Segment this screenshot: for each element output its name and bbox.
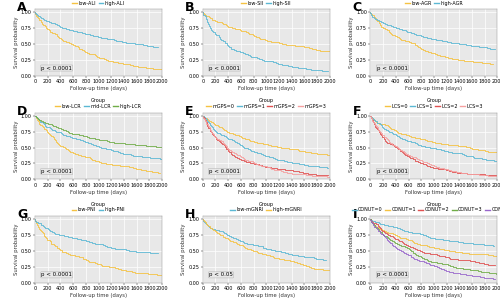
Text: H: H — [185, 208, 196, 221]
Legend: mGPS=0, mGPS=1, mGPS=2, mGPS=3: mGPS=0, mGPS=1, mGPS=2, mGPS=3 — [206, 98, 327, 109]
Text: I: I — [352, 208, 357, 221]
Y-axis label: Survival probability: Survival probability — [14, 224, 18, 275]
Text: A: A — [17, 1, 27, 14]
X-axis label: Follow-up time (days): Follow-up time (days) — [406, 86, 462, 92]
X-axis label: Follow-up time (days): Follow-up time (days) — [70, 293, 127, 298]
Legend: low-SII, high-SII: low-SII, high-SII — [241, 0, 292, 6]
Text: E: E — [185, 105, 194, 118]
Text: D: D — [17, 105, 28, 118]
Text: p < 0.0001: p < 0.0001 — [209, 66, 240, 71]
Text: p < 0.0001: p < 0.0001 — [42, 66, 72, 71]
Legend: low-PNI, high-PNI: low-PNI, high-PNI — [71, 202, 126, 213]
X-axis label: Follow-up time (days): Follow-up time (days) — [406, 190, 462, 195]
Legend: low-LCR, mid-LCR, high-LCR: low-LCR, mid-LCR, high-LCR — [55, 98, 142, 109]
Text: p < 0.0001: p < 0.0001 — [377, 169, 408, 174]
X-axis label: Follow-up time (days): Follow-up time (days) — [238, 190, 295, 195]
Text: p < 0.0001: p < 0.0001 — [42, 169, 72, 174]
Text: p < 0.0001: p < 0.0001 — [42, 272, 72, 277]
Text: p < 0.0001: p < 0.0001 — [377, 272, 408, 277]
Text: B: B — [185, 1, 194, 14]
X-axis label: Follow-up time (days): Follow-up time (days) — [238, 86, 295, 92]
Y-axis label: Survival probability: Survival probability — [182, 224, 186, 275]
Legend: low-AGR, high-AGR: low-AGR, high-AGR — [404, 0, 464, 6]
Text: F: F — [352, 105, 361, 118]
Text: p < 0.0001: p < 0.0001 — [209, 169, 240, 174]
Y-axis label: Survival probability: Survival probability — [349, 17, 354, 68]
X-axis label: Follow-up time (days): Follow-up time (days) — [70, 86, 127, 92]
X-axis label: Follow-up time (days): Follow-up time (days) — [406, 293, 462, 298]
Text: C: C — [352, 1, 362, 14]
Y-axis label: Survival probability: Survival probability — [182, 17, 186, 68]
Y-axis label: Survival probability: Survival probability — [349, 224, 354, 275]
Y-axis label: Survival probability: Survival probability — [14, 17, 18, 68]
Legend: low-ALI, high-ALI: low-ALI, high-ALI — [72, 0, 126, 6]
Text: G: G — [17, 208, 28, 221]
Y-axis label: Survival probability: Survival probability — [182, 120, 186, 172]
Legend: LCS=0, LCS=1, LCS=2, LCS=3: LCS=0, LCS=1, LCS=2, LCS=3 — [384, 98, 484, 109]
Legend: CONUT=0, CONUT=1, CONUT=2, CONUT=3, CONUT=4: CONUT=0, CONUT=1, CONUT=2, CONUT=3, CONU… — [352, 202, 500, 213]
Legend: low-mGNRI, high-mGNRI: low-mGNRI, high-mGNRI — [230, 202, 303, 213]
Text: p < 0.05: p < 0.05 — [209, 272, 233, 277]
X-axis label: Follow-up time (days): Follow-up time (days) — [70, 190, 127, 195]
Y-axis label: Survival probability: Survival probability — [14, 120, 18, 172]
Y-axis label: Survival probability: Survival probability — [349, 120, 354, 172]
Text: p < 0.0001: p < 0.0001 — [377, 66, 408, 71]
X-axis label: Follow-up time (days): Follow-up time (days) — [238, 293, 295, 298]
